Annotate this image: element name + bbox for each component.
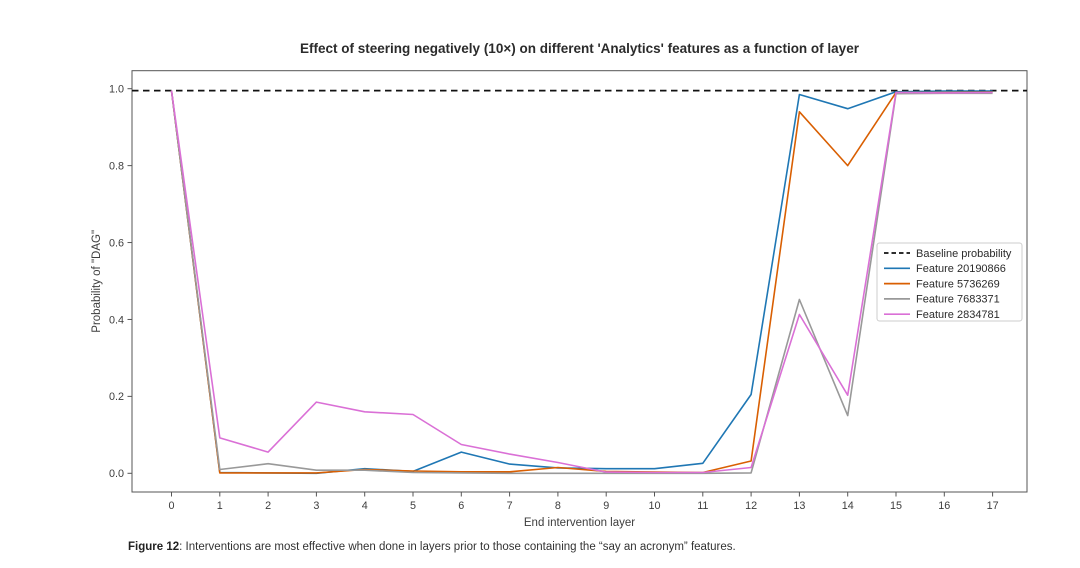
chart-title: Effect of steering negatively (10×) on d… bbox=[300, 41, 860, 56]
x-tick-label: 17 bbox=[987, 500, 999, 512]
y-tick-label: 0.2 bbox=[109, 391, 124, 403]
x-tick-label: 13 bbox=[793, 500, 805, 512]
y-tick-label: 1.0 bbox=[109, 84, 124, 96]
x-tick-label: 10 bbox=[648, 500, 660, 512]
legend-entry-label: Feature 7683371 bbox=[916, 294, 1000, 306]
legend-entry-label: Feature 20190866 bbox=[916, 263, 1006, 275]
x-tick-label: 4 bbox=[362, 500, 368, 512]
line-feature-20190866 bbox=[170, 90, 993, 475]
x-tick-label: 15 bbox=[890, 500, 902, 512]
legend-box bbox=[876, 242, 1023, 322]
y-axis-label: Probability of "DAG" bbox=[91, 230, 103, 333]
x-tick-label: 6 bbox=[458, 500, 464, 512]
x-tick-label: 1 bbox=[217, 500, 223, 512]
line-feature-7683371 bbox=[170, 90, 993, 475]
x-tick-label: 5 bbox=[410, 500, 416, 512]
x-tick-label: 11 bbox=[697, 500, 708, 512]
x-tick-label: 0 bbox=[168, 500, 174, 512]
legend-entry-label: Feature 2834781 bbox=[916, 309, 1000, 321]
line-feature-5736269 bbox=[170, 90, 993, 474]
x-tick-label: 8 bbox=[555, 500, 561, 512]
y-tick-label: 0.0 bbox=[109, 468, 124, 480]
legend-entry-label: Feature 5736269 bbox=[916, 278, 1000, 290]
x-tick-label: 9 bbox=[603, 500, 609, 512]
figure-caption-text: : Interventions are most effective when … bbox=[179, 541, 736, 553]
figure-caption-label: Figure 12 bbox=[128, 541, 180, 553]
figure-caption: Figure 12: Interventions are most effect… bbox=[128, 541, 736, 553]
y-tick-label: 0.8 bbox=[109, 160, 124, 172]
x-tick-label: 14 bbox=[842, 500, 854, 512]
x-tick-label: 2 bbox=[265, 500, 271, 512]
x-axis-label: End intervention layer bbox=[524, 517, 635, 529]
x-tick-label: 16 bbox=[938, 500, 950, 512]
x-tick-label: 7 bbox=[507, 500, 513, 512]
line-feature-2834781 bbox=[170, 90, 993, 474]
x-tick-label: 3 bbox=[313, 500, 319, 512]
y-tick-label: 0.4 bbox=[109, 314, 124, 326]
x-tick-label: 12 bbox=[745, 500, 757, 512]
plot-area-border bbox=[131, 70, 1028, 493]
legend-entry-label: Baseline probability bbox=[916, 248, 1012, 260]
y-tick-label: 0.6 bbox=[109, 237, 124, 249]
